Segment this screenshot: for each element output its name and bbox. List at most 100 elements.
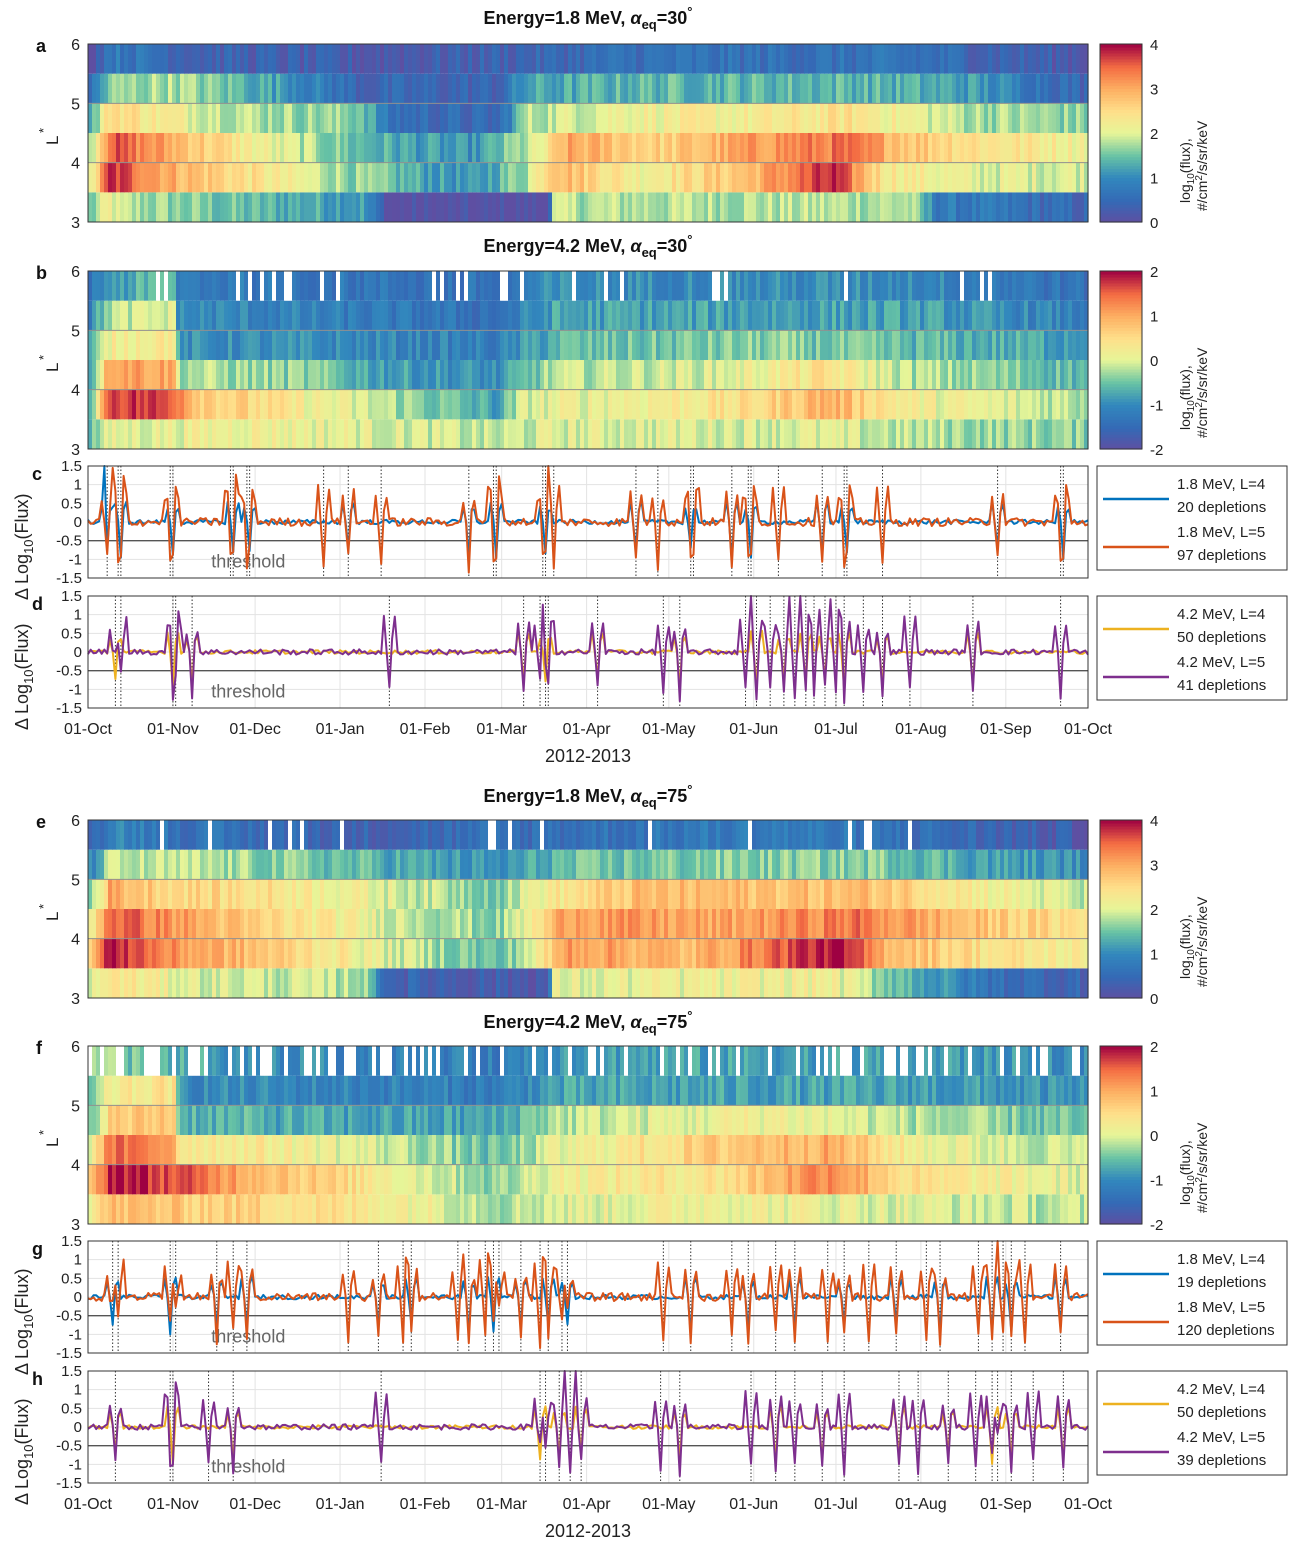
heatmap-cell bbox=[952, 133, 957, 163]
heatmap-cell bbox=[416, 44, 421, 74]
heatmap-cell bbox=[876, 879, 881, 909]
heatmap-cell bbox=[932, 73, 937, 104]
heatmap-cell bbox=[216, 909, 221, 939]
heatmap-cell bbox=[184, 73, 189, 104]
heatmap-cell bbox=[148, 330, 153, 360]
heatmap-cell bbox=[516, 909, 521, 939]
heatmap-cell bbox=[336, 820, 341, 850]
line-ytick-label: 1 bbox=[74, 477, 82, 494]
heatmap-cell bbox=[136, 360, 141, 390]
colorbar-segment bbox=[1100, 336, 1142, 340]
heatmap-cell bbox=[464, 879, 469, 909]
heatmap-cell bbox=[216, 389, 221, 420]
heatmap-cell bbox=[900, 419, 905, 449]
heatmap-cell bbox=[132, 938, 137, 969]
heatmap-cell bbox=[116, 968, 121, 998]
heatmap-cell bbox=[444, 938, 449, 969]
heatmap-cell bbox=[532, 192, 537, 222]
heatmap-cell bbox=[584, 271, 589, 301]
heatmap-cell bbox=[576, 162, 581, 193]
heatmap-cell bbox=[900, 73, 905, 104]
heatmap-cell bbox=[828, 271, 833, 301]
heatmap-cell bbox=[356, 300, 361, 331]
heatmap-cell bbox=[808, 879, 813, 909]
heatmap-cell bbox=[612, 879, 617, 909]
heatmap-cell bbox=[456, 360, 461, 390]
heatmap-cell bbox=[240, 300, 245, 331]
heatmap-cell bbox=[1048, 330, 1053, 360]
heatmap-cell bbox=[112, 133, 117, 163]
heatmap-cell bbox=[608, 938, 613, 969]
heatmap-cell bbox=[908, 103, 913, 133]
heatmap-cell bbox=[832, 419, 837, 449]
heatmap-cell bbox=[684, 849, 689, 880]
heatmap-cell bbox=[1044, 300, 1049, 331]
x-tick-label: 01-Jul bbox=[814, 721, 858, 738]
heatmap-cell bbox=[1036, 849, 1041, 880]
heatmap-cell bbox=[164, 360, 169, 390]
heatmap-cell bbox=[1008, 938, 1013, 969]
heatmap-ytick-label: 4 bbox=[71, 383, 80, 400]
heatmap-cell bbox=[640, 820, 645, 850]
heatmap-cell bbox=[288, 938, 293, 969]
heatmap-cell bbox=[704, 968, 709, 998]
heatmap-cell bbox=[1036, 192, 1041, 222]
heatmap-cell bbox=[496, 44, 501, 74]
heatmap-cell bbox=[832, 968, 837, 998]
heatmap-cell bbox=[936, 389, 941, 420]
heatmap-cell bbox=[120, 192, 125, 222]
heatmap-cell bbox=[420, 879, 425, 909]
heatmap-cell bbox=[800, 192, 805, 222]
heatmap-cell bbox=[1064, 103, 1069, 133]
heatmap-cell bbox=[296, 103, 301, 133]
heatmap-cell bbox=[888, 909, 893, 939]
heatmap-cell bbox=[224, 879, 229, 909]
heatmap-cell bbox=[976, 44, 981, 74]
heatmap-cell bbox=[460, 389, 465, 420]
heatmap-cell bbox=[204, 192, 209, 222]
heatmap-cell bbox=[668, 271, 673, 301]
heatmap-cell bbox=[932, 389, 937, 420]
heatmap-cell bbox=[892, 192, 897, 222]
heatmap-cell bbox=[324, 968, 329, 998]
heatmap-cell bbox=[824, 389, 829, 420]
heatmap-cell bbox=[476, 300, 481, 331]
line-ytick-label: 1.5 bbox=[61, 458, 82, 475]
heatmap-cell bbox=[836, 909, 841, 939]
heatmap-cell bbox=[268, 938, 273, 969]
heatmap-cell bbox=[172, 73, 177, 104]
heatmap-cell bbox=[752, 73, 757, 104]
heatmap-cell bbox=[504, 133, 509, 163]
heatmap-cell bbox=[112, 271, 117, 301]
heatmap-cell bbox=[156, 133, 161, 163]
heatmap-cell bbox=[316, 300, 321, 331]
heatmap-cell bbox=[300, 330, 305, 360]
heatmap-cell bbox=[936, 44, 941, 74]
heatmap-cell bbox=[852, 133, 857, 163]
heatmap-cell bbox=[920, 192, 925, 222]
heatmap-cell bbox=[156, 192, 161, 222]
heatmap-cell bbox=[572, 271, 577, 301]
heatmap-cell bbox=[532, 968, 537, 998]
colorbar-segment bbox=[1100, 171, 1142, 176]
heatmap-cell bbox=[152, 909, 157, 939]
heatmap-cell bbox=[684, 938, 689, 969]
heatmap-cell bbox=[824, 44, 829, 74]
heatmap-cell bbox=[408, 133, 413, 163]
heatmap-cell bbox=[692, 938, 697, 969]
heatmap-cell bbox=[1020, 938, 1025, 969]
heatmap-cell bbox=[368, 360, 373, 390]
heatmap-cell bbox=[228, 360, 233, 390]
heatmap-cell bbox=[512, 192, 517, 222]
heatmap-cell bbox=[392, 44, 397, 74]
heatmap-cell bbox=[888, 389, 893, 420]
heatmap-cell bbox=[528, 162, 533, 193]
heatmap-cell bbox=[348, 360, 353, 390]
heatmap-cell bbox=[88, 938, 93, 969]
heatmap-cell bbox=[672, 162, 677, 193]
legend-frame bbox=[1096, 465, 1288, 571]
heatmap-cell bbox=[728, 419, 733, 449]
heatmap-cell bbox=[608, 44, 613, 74]
line-ylabel-text: Δ Log10(Flux) bbox=[12, 623, 36, 730]
heatmap-cell bbox=[968, 909, 973, 939]
